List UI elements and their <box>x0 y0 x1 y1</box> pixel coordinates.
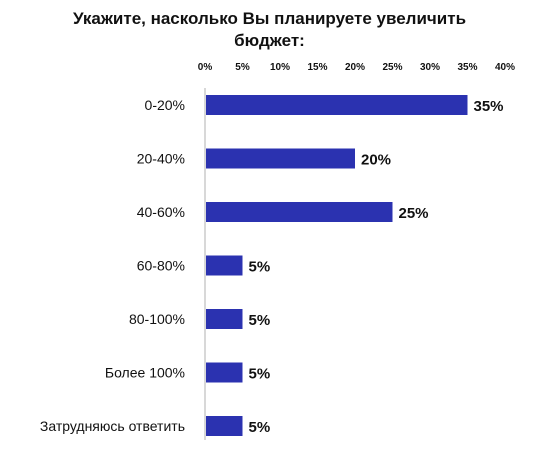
x-tick-label: 10% <box>270 62 290 73</box>
x-tick-label: 5% <box>235 62 250 73</box>
value-label: 5% <box>249 366 271 383</box>
bar <box>206 95 468 115</box>
x-tick-label: 20% <box>345 62 365 73</box>
category-label: Более 100% <box>105 365 185 381</box>
chart-title: Укажите, насколько Вы планируете увеличи… <box>0 8 539 52</box>
x-tick-label: 35% <box>457 62 477 73</box>
category-label: 0-20% <box>145 97 185 113</box>
value-label: 5% <box>249 259 271 276</box>
x-tick-label: 40% <box>495 62 515 73</box>
value-label: 25% <box>399 205 429 222</box>
chart-title-line-2: бюджет: <box>234 31 305 50</box>
value-label: 5% <box>249 419 271 436</box>
value-label: 5% <box>249 312 271 329</box>
bar <box>206 362 243 383</box>
category-label: 40-60% <box>137 204 185 220</box>
bar <box>206 416 243 436</box>
value-label: 35% <box>474 98 504 115</box>
x-tick-label: 15% <box>307 62 327 73</box>
chart-title-line-1: Укажите, насколько Вы планируете увеличи… <box>72 9 467 28</box>
x-tick-label: 0% <box>198 62 213 73</box>
category-label: 80-100% <box>129 311 185 327</box>
category-label: 60-80% <box>137 258 185 274</box>
value-label: 20% <box>361 152 391 169</box>
x-tick-label: 30% <box>420 62 440 73</box>
bar <box>206 148 355 169</box>
bar <box>206 255 243 276</box>
bar <box>206 309 243 329</box>
bar <box>206 202 393 222</box>
category-label: 20-40% <box>137 151 185 167</box>
category-label: Затрудняюсь ответить <box>40 418 185 434</box>
x-tick-label: 25% <box>382 62 402 73</box>
